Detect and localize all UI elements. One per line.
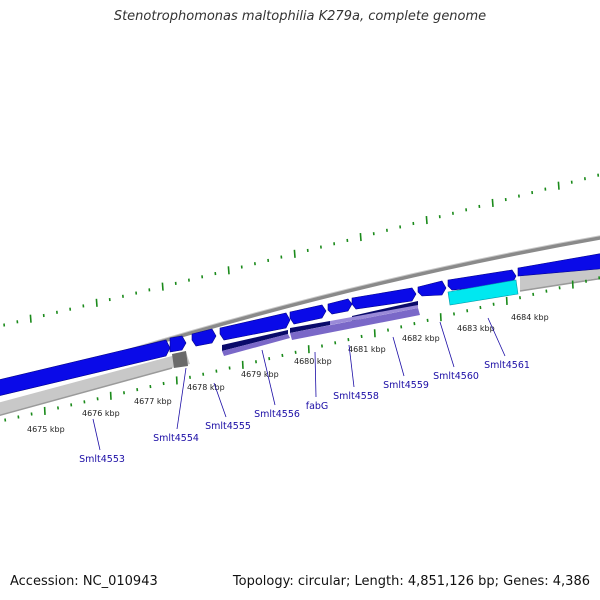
- kbp-label: 4679 kbp: [241, 370, 279, 379]
- tick-mark: [95, 298, 98, 307]
- genome-summary-text: Topology: circular; Length: 4,851,126 bp…: [232, 574, 590, 589]
- gene-leader-line: [392, 336, 405, 377]
- tick-mark: [293, 249, 296, 258]
- feature-track: [0, 252, 600, 418]
- gene-leader-line: [487, 317, 506, 357]
- cds-arrow[interactable]: [517, 252, 600, 277]
- feature-bar[interactable]: [290, 321, 330, 333]
- tick-mark: [29, 314, 32, 323]
- tick-mark: [161, 282, 164, 291]
- gene-leader-line: [213, 382, 227, 418]
- feature-bar[interactable]: [330, 305, 418, 325]
- cds-arrow[interactable]: [351, 287, 417, 310]
- gene-leader-line: [439, 321, 455, 368]
- kbp-label: 4676 kbp: [82, 409, 120, 418]
- gene-leader-line: [261, 349, 276, 406]
- cds-arrow[interactable]: [417, 280, 447, 297]
- gene-label[interactable]: Smlt4560: [433, 371, 479, 382]
- backbone-edge: [0, 367, 173, 417]
- cds-arrow[interactable]: [169, 335, 187, 353]
- gene-leader-line: [348, 344, 355, 388]
- map-title: Stenotrophomonas maltophilia K279a, comp…: [113, 9, 487, 24]
- gene-label[interactable]: Smlt4558: [333, 391, 379, 402]
- inner-tick-ring: [4, 276, 600, 422]
- gene-leader-line: [314, 351, 317, 398]
- kbp-label: 4680 kbp: [294, 357, 332, 366]
- kbp-label: 4678 kbp: [187, 383, 225, 392]
- tick-mark: [425, 216, 428, 225]
- tick-mark: [557, 181, 560, 190]
- tick-mark: [491, 198, 494, 208]
- kbp-label: 4682 kbp: [402, 334, 440, 343]
- kbp-label: 4677 kbp: [134, 397, 172, 406]
- feature-bar[interactable]: [290, 308, 420, 340]
- kbp-label: 4675 kbp: [27, 425, 65, 434]
- cds-arrow[interactable]: [289, 304, 327, 325]
- gene-label[interactable]: Smlt4553: [79, 454, 125, 465]
- cds-arrow[interactable]: [327, 298, 353, 315]
- cds-arrow[interactable]: [191, 328, 217, 347]
- cds-arrow[interactable]: [219, 312, 291, 341]
- gene-label[interactable]: Smlt4559: [383, 380, 429, 391]
- highlighted-gene[interactable]: [447, 279, 519, 306]
- tick-mark: [359, 232, 362, 242]
- kbp-label: 4684 kbp: [511, 313, 549, 322]
- gene-label[interactable]: Smlt4554: [153, 433, 199, 444]
- gene-leader-line: [176, 367, 187, 430]
- tick-mark: [227, 266, 230, 275]
- gene-leader-line: [92, 418, 101, 451]
- gene-label[interactable]: Smlt4561: [484, 360, 530, 371]
- gene-label[interactable]: Smlt4556: [254, 409, 300, 420]
- backbone-band[interactable]: [0, 352, 190, 418]
- cds-arrow[interactable]: [0, 339, 171, 398]
- gene-label[interactable]: Smlt4555: [205, 421, 251, 432]
- outer-tick-ring: [3, 173, 600, 327]
- label-layer: 4675 kbp 4676 kbp 4677 kbp 4678 kbp 4679 kbp…: [27, 313, 549, 465]
- gene-label[interactable]: fabG: [306, 401, 329, 412]
- accession-text: Accession: NC_010943: [10, 574, 158, 589]
- feature-bar[interactable]: [222, 334, 290, 356]
- backbone-edge: [519, 277, 600, 292]
- backbone-band-dark[interactable]: [172, 351, 188, 368]
- feature-bar[interactable]: [222, 330, 288, 351]
- kbp-label: 4681 kbp: [348, 345, 386, 354]
- kbp-label: 4683 kbp: [457, 324, 495, 333]
